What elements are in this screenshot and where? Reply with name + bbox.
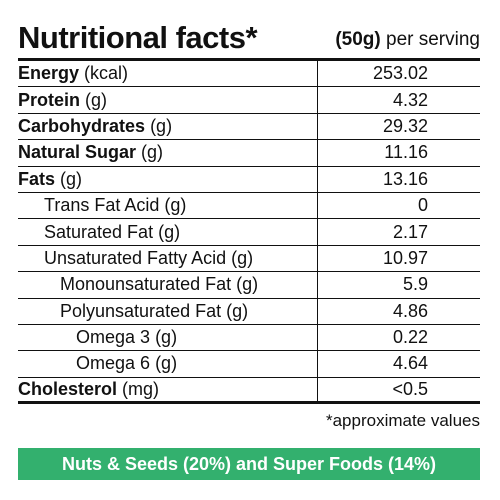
nutrient-name: Cholesterol — [18, 378, 118, 399]
nutrient-label: Polyunsaturated Fat (g) — [18, 301, 317, 322]
nutrient-unit: (kcal) — [84, 63, 129, 84]
nutrient-label: Natural Sugar (g) — [18, 142, 317, 163]
serving-amount: (50g) — [335, 29, 381, 50]
nutrient-unit: (g) — [158, 221, 181, 242]
nutrient-unit: (mg) — [122, 378, 160, 399]
nutrient-label: Trans Fat Acid (g) — [18, 195, 317, 216]
table-row: Monounsaturated Fat (g) 5.9 — [18, 272, 480, 299]
nutrient-name: Saturated Fat — [44, 221, 154, 242]
nutrient-name: Polyunsaturated Fat — [60, 300, 222, 321]
nutrient-name: Omega 3 — [76, 327, 151, 348]
nutrient-label: Carbohydrates (g) — [18, 116, 317, 137]
nutrition-table: Energy (kcal) 253.02 Protein (g) 4.32 Carboh… — [18, 61, 480, 405]
nutrient-unit: (g) — [236, 274, 259, 295]
nutrient-label: Monounsaturated Fat (g) — [18, 274, 317, 295]
nutrient-label: Fats (g) — [18, 169, 317, 190]
nutrient-name: Carbohydrates — [18, 115, 146, 136]
nutrient-label: Saturated Fat (g) — [18, 222, 317, 243]
nutrient-label: Protein (g) — [18, 90, 317, 111]
table-row: Saturated Fat (g) 2.17 — [18, 219, 480, 246]
nutrient-value: 253.02 — [317, 61, 480, 87]
nutrient-unit: (g) — [226, 300, 249, 321]
nutrient-label: Energy (kcal) — [18, 63, 317, 84]
nutrient-label: Omega 6 (g) — [18, 353, 317, 374]
nutrient-name: Unsaturated Fatty Acid — [44, 247, 227, 268]
table-row: Polyunsaturated Fat (g) 4.86 — [18, 298, 480, 325]
table-row: Unsaturated Fatty Acid (g) 10.97 — [18, 245, 480, 273]
nutrient-name: Fats — [18, 168, 56, 189]
table-row: Natural Sugar (g) 11.16 — [18, 140, 480, 167]
nutrient-value: 29.32 — [317, 113, 480, 140]
nutrient-name: Omega 6 — [76, 353, 151, 374]
nutrient-name: Monounsaturated Fat — [60, 274, 232, 295]
table-row: Cholesterol (mg) <0.5 — [18, 377, 480, 405]
serving-size: (50g) per serving — [335, 28, 480, 52]
serving-label: per serving — [386, 29, 480, 50]
nutrient-unit: (g) — [150, 115, 173, 136]
footnote: *approximate values — [325, 411, 480, 431]
nutrient-value: 0 — [317, 192, 480, 219]
table-row: Protein (g) 4.32 — [18, 87, 480, 114]
table-row: Omega 3 (g) 0.22 — [18, 324, 480, 352]
nutrient-value: 13.16 — [317, 166, 480, 192]
nutrient-value: 4.32 — [317, 87, 480, 113]
nutrient-label: Unsaturated Fatty Acid (g) — [18, 248, 317, 269]
nutrient-unit: (g) — [85, 89, 108, 110]
nutrient-unit: (g) — [60, 168, 83, 189]
nutrient-label: Cholesterol (mg) — [18, 379, 317, 400]
nutrient-value: <0.5 — [317, 377, 480, 402]
nutrient-unit: (g) — [155, 353, 178, 374]
table-row: Carbohydrates (g) 29.32 — [18, 113, 480, 141]
nutrient-value: 2.17 — [317, 219, 480, 245]
nutrient-value: 4.64 — [317, 351, 480, 377]
nutrient-name: Natural Sugar — [18, 142, 137, 163]
nutrition-header: Nutritional facts* (50g) per serving — [18, 14, 480, 61]
nutrient-value: 11.16 — [317, 140, 480, 166]
nutrition-facts-panel: Nutritional facts* (50g) per serving Ene… — [18, 14, 480, 432]
table-row: Fats (g) 13.16 — [18, 166, 480, 193]
table-row: Omega 6 (g) 4.64 — [18, 351, 480, 378]
table-row: Energy (kcal) 253.02 — [18, 61, 480, 88]
nutrient-value: 0.22 — [317, 324, 480, 351]
page-title: Nutritional facts* — [18, 20, 258, 55]
nutrient-name: Energy — [18, 63, 80, 84]
ingredients-banner: Nuts & Seeds (20%) and Super Foods (14%) — [18, 448, 480, 480]
nutrient-value: 4.86 — [317, 298, 480, 324]
nutrient-value: 5.9 — [317, 272, 480, 298]
nutrient-unit: (g) — [164, 195, 187, 216]
nutrient-unit: (g) — [231, 247, 254, 268]
nutrient-name: Trans Fat Acid — [44, 195, 160, 216]
nutrient-unit: (g) — [155, 327, 178, 348]
nutrient-unit: (g) — [141, 142, 164, 163]
nutrient-value: 10.97 — [317, 245, 480, 272]
table-row: Trans Fat Acid (g) 0 — [18, 192, 480, 220]
nutrient-label: Omega 3 (g) — [18, 327, 317, 348]
nutrient-name: Protein — [18, 89, 81, 110]
